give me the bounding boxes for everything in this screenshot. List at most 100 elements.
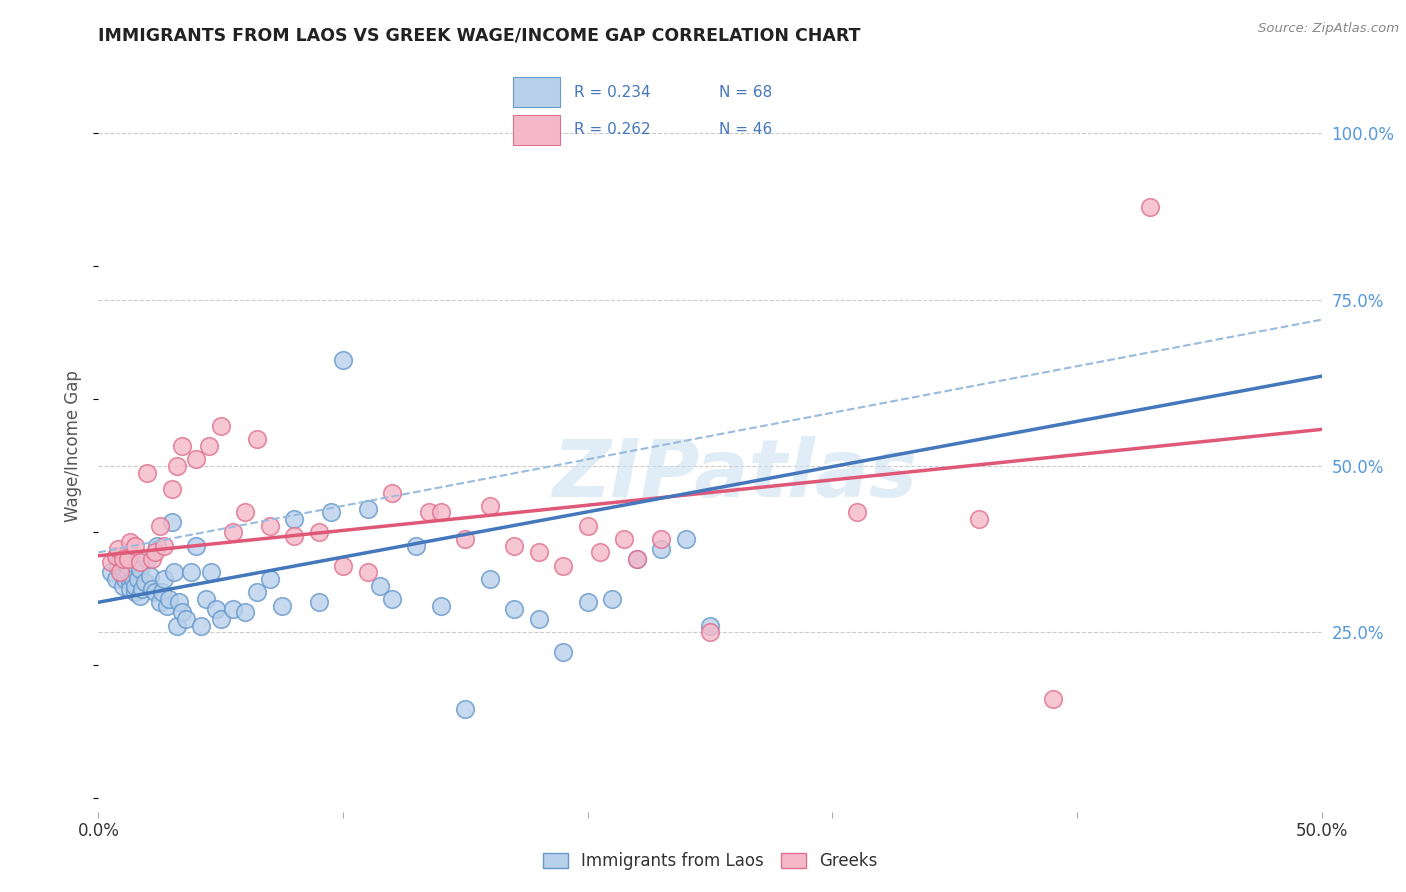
Text: N = 68: N = 68 bbox=[718, 85, 772, 100]
Point bbox=[454, 701, 477, 715]
Point bbox=[308, 525, 330, 540]
Point bbox=[120, 535, 142, 549]
Point bbox=[576, 518, 599, 533]
Point bbox=[186, 452, 208, 467]
Point bbox=[283, 529, 305, 543]
Point bbox=[143, 545, 166, 559]
Point bbox=[176, 612, 198, 626]
Point bbox=[222, 602, 245, 616]
Point bbox=[1139, 200, 1161, 214]
Point bbox=[650, 542, 672, 557]
Point bbox=[699, 618, 721, 632]
Point bbox=[153, 539, 176, 553]
Point bbox=[626, 552, 648, 566]
Point bbox=[111, 562, 134, 576]
Point bbox=[699, 625, 721, 640]
Point bbox=[527, 545, 550, 559]
Point bbox=[180, 566, 202, 580]
Point bbox=[600, 591, 623, 606]
Point bbox=[1042, 691, 1064, 706]
Point bbox=[246, 585, 269, 599]
Point bbox=[143, 585, 166, 599]
Point bbox=[381, 591, 404, 606]
Point bbox=[129, 562, 152, 576]
Point bbox=[170, 605, 193, 619]
Text: N = 46: N = 46 bbox=[718, 122, 772, 137]
Point bbox=[553, 558, 575, 573]
Point bbox=[200, 566, 222, 580]
Point bbox=[141, 582, 163, 596]
Point bbox=[107, 558, 129, 573]
Point bbox=[381, 485, 404, 500]
Point bbox=[209, 612, 232, 626]
Point bbox=[139, 568, 162, 582]
Point bbox=[319, 506, 342, 520]
Point bbox=[110, 552, 132, 566]
Point bbox=[129, 589, 152, 603]
Point bbox=[114, 572, 136, 586]
Point bbox=[589, 545, 612, 559]
Point bbox=[205, 602, 228, 616]
Point bbox=[195, 591, 218, 606]
Point bbox=[197, 439, 219, 453]
Point bbox=[163, 566, 186, 580]
Point bbox=[104, 572, 127, 586]
Point bbox=[117, 552, 139, 566]
Point bbox=[100, 555, 122, 569]
Y-axis label: Wage/Income Gap: Wage/Income Gap bbox=[65, 370, 83, 522]
Point bbox=[120, 575, 142, 590]
Text: R = 0.262: R = 0.262 bbox=[574, 122, 650, 137]
Point bbox=[503, 539, 526, 553]
Point bbox=[107, 542, 129, 557]
Text: IMMIGRANTS FROM LAOS VS GREEK WAGE/INCOME GAP CORRELATION CHART: IMMIGRANTS FROM LAOS VS GREEK WAGE/INCOM… bbox=[98, 27, 860, 45]
FancyBboxPatch shape bbox=[513, 115, 560, 145]
Point bbox=[104, 549, 127, 563]
Point bbox=[170, 439, 193, 453]
Point bbox=[356, 566, 378, 580]
Point bbox=[527, 612, 550, 626]
Text: ZIPatlas: ZIPatlas bbox=[553, 436, 917, 515]
Point bbox=[222, 525, 245, 540]
Point bbox=[356, 502, 378, 516]
Point bbox=[150, 585, 173, 599]
Point bbox=[167, 595, 190, 609]
Text: R = 0.234: R = 0.234 bbox=[574, 85, 650, 100]
Point bbox=[124, 585, 146, 599]
Point bbox=[454, 532, 477, 546]
Point bbox=[503, 602, 526, 616]
Point bbox=[117, 558, 139, 573]
Point bbox=[967, 512, 990, 526]
Point bbox=[283, 512, 305, 526]
Point bbox=[166, 618, 188, 632]
Point bbox=[120, 582, 142, 596]
Point bbox=[368, 579, 391, 593]
Point bbox=[111, 552, 134, 566]
Point bbox=[233, 605, 256, 619]
Point bbox=[233, 506, 256, 520]
Point bbox=[100, 566, 122, 580]
Point bbox=[146, 539, 169, 553]
Point bbox=[308, 595, 330, 609]
Point bbox=[136, 466, 159, 480]
Point bbox=[478, 499, 501, 513]
Point bbox=[845, 506, 868, 520]
Text: Source: ZipAtlas.com: Source: ZipAtlas.com bbox=[1258, 22, 1399, 36]
Point bbox=[141, 552, 163, 566]
FancyBboxPatch shape bbox=[513, 77, 560, 108]
Point bbox=[246, 433, 269, 447]
Point bbox=[136, 552, 159, 566]
Point bbox=[478, 572, 501, 586]
Point bbox=[157, 591, 180, 606]
Point bbox=[129, 555, 152, 569]
Point bbox=[110, 566, 132, 580]
Point bbox=[166, 458, 188, 473]
Point bbox=[576, 595, 599, 609]
Point bbox=[160, 516, 183, 530]
Point bbox=[134, 575, 156, 590]
Point bbox=[149, 595, 172, 609]
Point bbox=[553, 645, 575, 659]
Point bbox=[613, 532, 636, 546]
Point bbox=[270, 599, 294, 613]
Legend: Immigrants from Laos, Greeks: Immigrants from Laos, Greeks bbox=[536, 846, 884, 877]
Point bbox=[430, 599, 453, 613]
